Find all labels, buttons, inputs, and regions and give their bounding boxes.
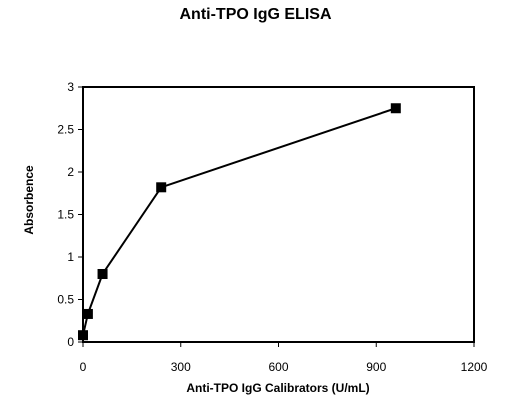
- y-tick-label: 3: [67, 80, 74, 94]
- chart-title: Anti-TPO IgG ELISA: [179, 6, 332, 23]
- y-tick-label: 2: [67, 165, 74, 179]
- data-point: [97, 269, 108, 279]
- data-point: [82, 308, 93, 319]
- data-point: [78, 330, 88, 341]
- data-point: [156, 182, 167, 193]
- x-tick-label: 600: [268, 360, 288, 374]
- y-tick-label: 0: [67, 335, 74, 349]
- x-tick-label: 300: [171, 360, 191, 374]
- x-tick-label: 1200: [461, 360, 488, 374]
- y-tick-label: 1.5: [57, 208, 74, 222]
- y-tick-label: 2.5: [57, 123, 74, 137]
- series-line: [82, 107, 397, 336]
- data-point: [390, 103, 401, 114]
- x-tick-label: 0: [80, 360, 87, 374]
- y-axis-label: Absorbence: [22, 165, 36, 235]
- x-tick-label: 900: [366, 360, 386, 374]
- y-tick-label: 1: [67, 250, 74, 264]
- y-tick-label: 0.5: [57, 293, 74, 307]
- x-axis-label: Anti-TPO IgG Calibrators (U/mL): [186, 381, 369, 395]
